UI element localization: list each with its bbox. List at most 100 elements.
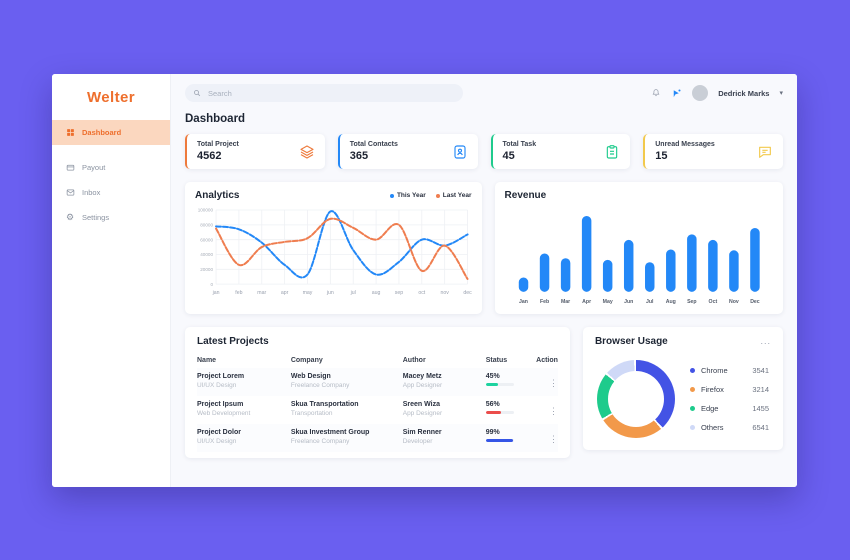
svg-text:Nov: Nov [729, 299, 739, 305]
author-name: Sreen Wiza [402, 400, 441, 408]
stat-value: 365 [349, 150, 369, 162]
topbar: Dedrick Marks ▾ [185, 84, 783, 102]
svg-text:100000: 100000 [198, 208, 214, 213]
svg-text:Feb: Feb [539, 299, 548, 305]
row-actions-menu-icon[interactable]: ⋮ [548, 433, 558, 444]
company-name: Skua Transportation [290, 400, 359, 408]
sidebar-item-inbox[interactable]: Inbox [52, 180, 170, 205]
svg-text:Jan: Jan [519, 299, 528, 305]
project-category: UI/UX Design [197, 437, 237, 445]
browser-label: Others [700, 422, 724, 432]
svg-text:Aug: Aug [665, 299, 675, 305]
company-name: Skua Investment Group [290, 428, 370, 436]
analytics-card: Analytics This Year Last Year 0 20000 4000… [185, 182, 482, 314]
column-header-name: Name [197, 356, 217, 364]
svg-text:Mar: Mar [561, 299, 570, 305]
svg-text:may: may [303, 290, 313, 296]
legend-item-others: Others 6541 [689, 422, 769, 432]
legend-item-last-year: Last Year [435, 192, 472, 199]
charts-row: Analytics This Year Last Year 0 20000 4000… [185, 182, 783, 314]
stat-label: Total Project [197, 141, 239, 148]
envelope-icon [66, 188, 75, 197]
row-actions-menu-icon[interactable]: ⋮ [548, 405, 558, 416]
table-row: Project Lorem UI/UX Design Web Design Fr… [197, 367, 558, 396]
legend-dot [435, 193, 440, 198]
sidebar-item-label: Inbox [82, 188, 101, 197]
browser-label: Chrome [700, 365, 728, 375]
author-role: Developer [402, 437, 433, 445]
analytics-legend: This Year Last Year [389, 192, 472, 199]
main-content: Dedrick Marks ▾ Dashboard Total Project … [171, 74, 797, 487]
sidebar-item-payout[interactable]: Payout [52, 155, 170, 180]
stat-value: 15 [655, 150, 668, 162]
svg-text:40000: 40000 [200, 252, 213, 257]
project-category: Web Development [197, 409, 251, 417]
svg-text:jul: jul [350, 290, 356, 296]
browser-value: 1455 [752, 403, 769, 413]
bell-icon[interactable] [651, 88, 661, 98]
bottom-row: Latest Projects Name Company Author Stat… [185, 326, 783, 458]
progress-bar [485, 410, 514, 414]
progress-bar [485, 382, 514, 386]
sidebar-item-dashboard[interactable]: Dashboard [52, 120, 170, 145]
browser-usage-legend: Chrome 3541 Firefox 3214 Edge 1455 [689, 365, 769, 432]
column-header-status: Status [485, 356, 508, 364]
browser-usage-donut-chart [596, 359, 675, 438]
stat-card-total-project: Total Project 4562 [185, 134, 325, 169]
legend-item-edge: Edge 1455 [689, 403, 769, 413]
svg-text:apr: apr [281, 290, 289, 296]
legend-dot [389, 193, 394, 198]
browser-label: Edge [700, 403, 719, 413]
chat-bubble-icon [757, 144, 773, 160]
sidebar: Welter Dashboard Payout [52, 74, 171, 487]
svg-text:jan: jan [212, 290, 220, 296]
browser-usage-title: Browser Usage [594, 335, 668, 347]
svg-text:80000: 80000 [200, 222, 213, 227]
stat-card-total-task: Total Task 45 [490, 134, 631, 169]
sidebar-item-label: Settings [82, 213, 110, 222]
layers-icon [299, 144, 315, 160]
author-name: Sim Renner [402, 428, 442, 436]
topbar-actions: Dedrick Marks ▾ [651, 85, 783, 101]
stat-label: Total Contacts [349, 141, 398, 148]
legend-dot [689, 367, 695, 373]
projects-table: Name Company Author Status Action Projec… [197, 352, 558, 452]
svg-text:20000: 20000 [200, 267, 213, 272]
legend-dot [689, 405, 695, 411]
project-name: Project Lorem [197, 372, 245, 380]
activity-flag-icon[interactable] [671, 88, 682, 99]
user-avatar[interactable] [692, 85, 709, 101]
legend-item-firefox: Firefox 3214 [689, 385, 769, 394]
contact-book-icon [452, 144, 468, 160]
dashboard-grid-icon [66, 128, 75, 137]
author-name: Macey Metz [402, 372, 442, 380]
status-percent: 56% [485, 400, 500, 408]
status-percent: 45% [485, 372, 500, 380]
latest-projects-card: Latest Projects Name Company Author Stat… [185, 326, 570, 458]
clipboard-icon [604, 144, 620, 160]
stat-label: Total Task [502, 141, 537, 148]
author-role: App Designer [402, 409, 443, 417]
app-logo: Welter [87, 89, 135, 106]
svg-text:0: 0 [210, 282, 213, 287]
column-header-author: Author [402, 356, 426, 364]
svg-text:Oct: Oct [708, 299, 717, 305]
row-actions-menu-icon[interactable]: ⋮ [548, 377, 558, 388]
dashboard-window: Welter Dashboard Payout [52, 74, 797, 487]
table-row: Project Dolor UI/UX Design Skua Investme… [197, 423, 558, 452]
svg-text:oct: oct [418, 290, 425, 296]
revenue-bar-chart: Jan Feb Mar Apr May Jun Jul Aug Sep Oct Nov Dec [518, 215, 760, 305]
card-menu-icon[interactable]: ... [760, 335, 771, 346]
page-title: Dashboard [185, 113, 246, 125]
svg-text:mar: mar [257, 290, 266, 296]
revenue-title: Revenue [504, 190, 547, 201]
chevron-down-icon[interactable]: ▾ [779, 90, 783, 97]
company-type: Freelance Company [290, 381, 350, 389]
search-icon [193, 89, 201, 97]
svg-text:Dec: Dec [750, 299, 760, 305]
user-name[interactable]: Dedrick Marks [718, 88, 770, 98]
search-input[interactable] [206, 87, 455, 99]
project-name: Project Ipsum [197, 400, 244, 408]
sidebar-item-settings[interactable]: ⚙ Settings [52, 205, 170, 230]
search-bar[interactable] [185, 84, 463, 102]
